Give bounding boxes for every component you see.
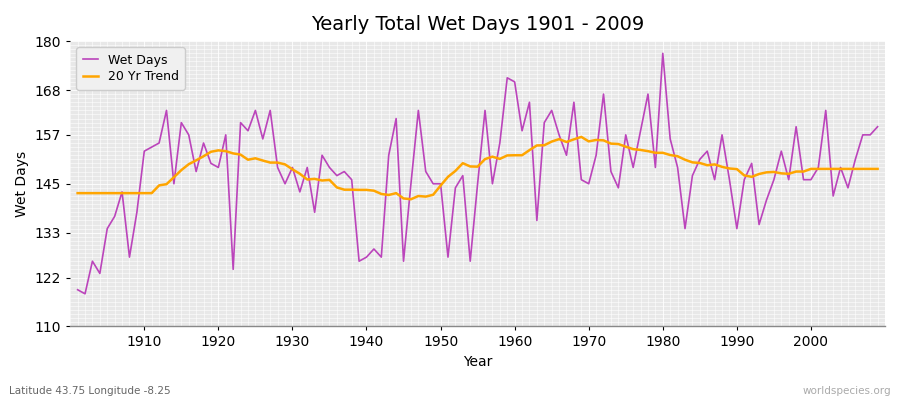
Line: 20 Yr Trend: 20 Yr Trend (77, 137, 878, 199)
Wet Days (872, 124, 883, 129)
20 Yr Trend (517, 153, 527, 158)
Title: Yearly Total Wet Days 1901 - 2009: Yearly Total Wet Days 1901 - 2009 (311, 15, 644, 34)
Wet Days (72, 287, 83, 292)
Wet Days (79, 292, 90, 296)
Text: worldspecies.org: worldspecies.org (803, 386, 891, 396)
20 Yr Trend (509, 153, 520, 158)
Wet Days (509, 80, 520, 84)
Y-axis label: Wet Days: Wet Days (15, 151, 29, 217)
Line: Wet Days: Wet Days (77, 53, 878, 294)
Wet Days (302, 165, 312, 170)
20 Yr Trend (576, 134, 587, 139)
20 Yr Trend (406, 197, 417, 202)
20 Yr Trend (339, 187, 350, 192)
Wet Days (657, 51, 668, 56)
Wet Days (517, 128, 527, 133)
Wet Days (139, 149, 149, 154)
20 Yr Trend (72, 191, 83, 196)
20 Yr Trend (131, 191, 142, 196)
20 Yr Trend (294, 171, 305, 176)
X-axis label: Year: Year (463, 355, 492, 369)
20 Yr Trend (613, 142, 624, 146)
Wet Days (606, 169, 616, 174)
Wet Days (346, 177, 357, 182)
Text: Latitude 43.75 Longitude -8.25: Latitude 43.75 Longitude -8.25 (9, 386, 171, 396)
20 Yr Trend (872, 166, 883, 171)
Legend: Wet Days, 20 Yr Trend: Wet Days, 20 Yr Trend (76, 47, 185, 90)
